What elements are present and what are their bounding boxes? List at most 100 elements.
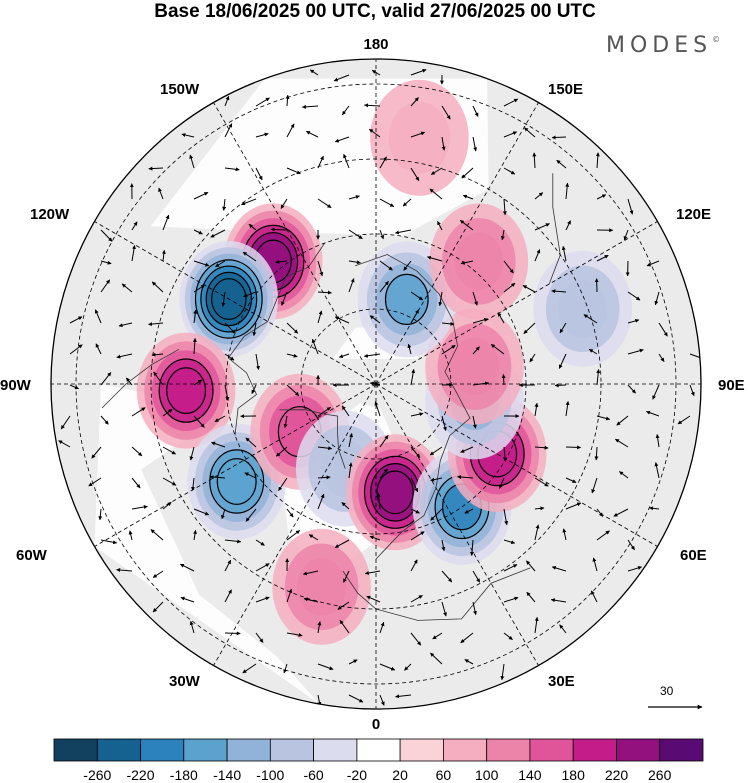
wind-vector <box>131 221 138 231</box>
wind-vector <box>348 229 363 240</box>
wind-vector <box>100 415 109 425</box>
wind-vector <box>317 406 331 417</box>
meridian-line <box>94 383 377 547</box>
wind-vector <box>286 508 294 518</box>
wind-vector <box>286 322 299 334</box>
wind-vector <box>88 477 102 487</box>
wind-vector <box>251 384 257 394</box>
wind-vector <box>280 198 288 209</box>
wind-vector <box>534 524 540 541</box>
wind-vector <box>286 353 298 358</box>
wind-vector <box>241 198 257 206</box>
wind-vector <box>94 309 102 324</box>
wind-vector <box>248 223 257 231</box>
wind-vector <box>613 508 629 517</box>
coastline <box>227 242 326 436</box>
wind-vector <box>565 220 571 231</box>
wind-vector <box>410 594 423 603</box>
colorbar-swatch <box>529 738 574 762</box>
wind-vector <box>654 462 660 479</box>
anomaly-contour <box>388 101 450 174</box>
colorbar-tick-label: -60 <box>303 767 324 783</box>
wind-vector <box>270 227 288 232</box>
wind-vector <box>379 621 385 634</box>
wind-vector <box>193 508 210 516</box>
wind-vector <box>403 260 412 271</box>
wind-vector <box>244 472 257 479</box>
wind-vector <box>91 446 102 459</box>
wind-vector <box>308 534 319 541</box>
wind-vector <box>252 322 257 337</box>
wind-vector <box>596 369 601 386</box>
wind-vector <box>364 570 381 575</box>
wind-vector <box>317 446 333 451</box>
wind-vector <box>348 260 361 265</box>
wind-vector <box>394 229 412 235</box>
graticule-layer <box>51 59 701 709</box>
wind-vector <box>221 291 226 307</box>
wind-vector <box>151 281 164 293</box>
wind-vector <box>69 316 83 324</box>
wind-vector <box>689 353 701 361</box>
wind-vector <box>162 408 173 417</box>
wind-vector <box>472 136 478 152</box>
colorbar-swatch <box>140 738 185 762</box>
wind-vector <box>255 167 263 181</box>
wind-vector <box>410 559 418 572</box>
wind-vector <box>565 502 582 510</box>
wind-vector <box>301 104 319 109</box>
colorbar-tick-label: -220 <box>126 767 155 783</box>
wind-vector <box>472 415 477 429</box>
lon-30w-label: 30W <box>169 673 200 690</box>
wind-vector <box>441 321 455 326</box>
wind-vector <box>189 446 195 461</box>
wind-vector <box>343 570 350 583</box>
wind-vector <box>283 663 288 674</box>
wind-vector <box>275 446 288 457</box>
lon-150w-label: 150W <box>160 81 200 98</box>
colorbar-tick-label: -140 <box>213 767 242 783</box>
anomaly-contour <box>166 367 207 415</box>
wind-vector <box>148 322 164 327</box>
wind-vector <box>590 590 598 603</box>
wind-vector <box>152 601 164 613</box>
wind-vector <box>366 595 381 603</box>
wind-vector <box>281 291 288 306</box>
wind-vector <box>374 401 381 417</box>
colorbar-tick-label: 220 <box>604 767 629 783</box>
wind-vector <box>162 214 170 231</box>
modes-logo: MODES© <box>606 33 721 58</box>
wind-vector <box>689 384 695 397</box>
positive-center-taymyr <box>425 308 524 425</box>
wind-vector <box>503 539 516 545</box>
colorbar-tick-label: 60 <box>435 767 452 783</box>
wind-vector <box>441 539 446 552</box>
lon-180-label: 180 <box>363 36 389 53</box>
wind-vector <box>348 278 355 293</box>
lon-120w-label: 120W <box>30 206 70 223</box>
wind-vector <box>551 135 567 140</box>
anomaly-contour <box>558 280 608 338</box>
wind-vector <box>131 245 136 262</box>
wind-vector <box>224 539 242 544</box>
wind-vector <box>58 440 71 448</box>
wind-vector <box>118 322 133 328</box>
wind-vector <box>565 401 570 417</box>
wind-vector <box>243 291 257 298</box>
wind-vector <box>222 198 227 211</box>
wind-vector <box>255 563 270 572</box>
wind-vector <box>317 155 324 169</box>
wind-vector <box>131 446 143 457</box>
wind-vector <box>558 353 567 369</box>
wind-vector <box>407 343 412 355</box>
wind-vector <box>503 98 519 107</box>
wind-vector <box>275 259 288 264</box>
wind-vector <box>334 136 350 143</box>
colorbar-swatch <box>269 738 314 762</box>
latitude-circle <box>75 83 677 685</box>
wind-vector <box>529 353 536 363</box>
wind-vector <box>441 601 447 617</box>
positive-center-hudson <box>136 332 236 449</box>
wind-vector <box>410 446 421 458</box>
wind-vector <box>410 369 416 386</box>
